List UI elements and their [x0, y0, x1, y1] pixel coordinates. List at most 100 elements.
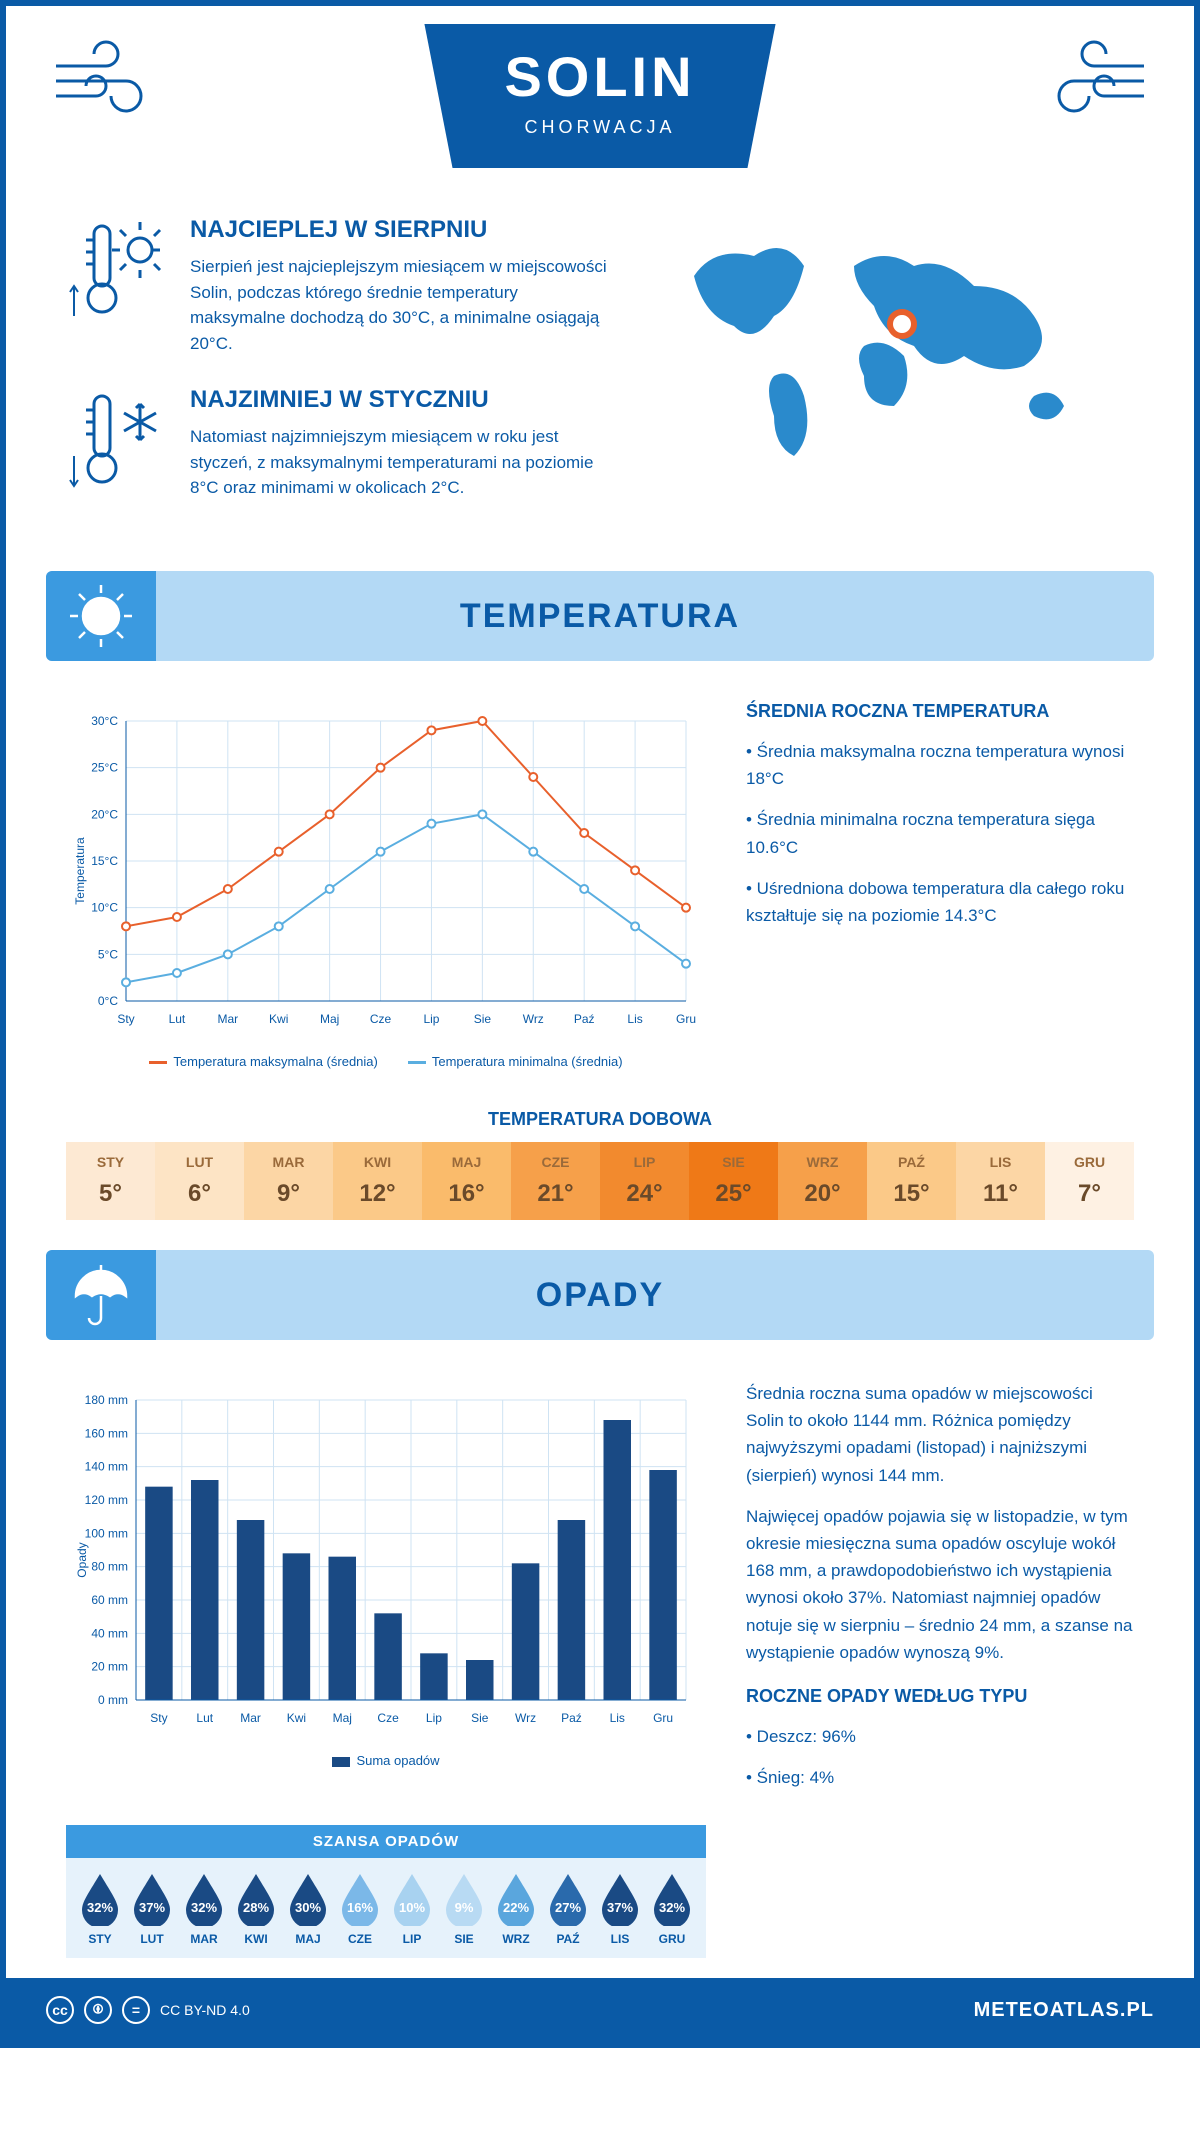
rain-bar-chart: 0 mm20 mm40 mm60 mm80 mm100 mm120 mm140 … [66, 1380, 706, 1805]
svg-text:Mar: Mar [240, 1711, 261, 1725]
svg-text:140 mm: 140 mm [85, 1460, 128, 1474]
svg-text:5°C: 5°C [98, 947, 118, 961]
temp-avg-heading: ŚREDNIA ROCZNA TEMPERATURA [746, 701, 1134, 722]
section-temp-bar: TEMPERATURA [46, 571, 1154, 661]
rain-chance-box: SZANSA OPADÓW 32%STY37%LUT32%MAR28%KWI30… [66, 1825, 706, 1958]
svg-text:Cze: Cze [370, 1012, 392, 1026]
svg-text:Lip: Lip [426, 1711, 442, 1725]
daily-cell: MAR9° [244, 1142, 333, 1220]
svg-text:Paź: Paź [561, 1711, 582, 1725]
world-map [654, 216, 1134, 531]
nd-icon: = [122, 1996, 150, 2024]
chance-cell: 37%LIS [594, 1870, 646, 1946]
section-rain-title: OPADY [536, 1276, 664, 1315]
svg-text:32%: 32% [87, 1900, 113, 1915]
chance-grid: 32%STY37%LUT32%MAR28%KWI30%MAJ16%CZE10%L… [66, 1858, 706, 1958]
svg-text:9%: 9% [455, 1900, 474, 1915]
daily-title: TEMPERATURA DOBOWA [6, 1109, 1194, 1130]
svg-text:10°C: 10°C [91, 901, 118, 915]
chance-cell: 16%CZE [334, 1870, 386, 1946]
site-name: METEOATLAS.PL [974, 1999, 1154, 2022]
fact-warm: NAJCIEPLEJ W SIERPNIU Sierpień jest najc… [66, 216, 614, 356]
svg-text:25°C: 25°C [91, 761, 118, 775]
rain-p2: Najwięcej opadów pojawia się w listopadz… [746, 1503, 1134, 1666]
temp-line-chart: 0°C5°C10°C15°C20°C25°C30°CStyLutMarKwiMa… [66, 701, 706, 1069]
umbrella-icon [46, 1250, 156, 1340]
svg-text:120 mm: 120 mm [85, 1493, 128, 1507]
svg-text:16%: 16% [347, 1900, 373, 1915]
svg-text:Maj: Maj [320, 1012, 339, 1026]
by-icon: 🅯 [84, 1996, 112, 2024]
svg-text:Wrz: Wrz [515, 1711, 536, 1725]
chance-cell: 9%SIE [438, 1870, 490, 1946]
temp-avg-b1: • Średnia maksymalna roczna temperatura … [746, 738, 1134, 792]
svg-text:Cze: Cze [377, 1711, 399, 1725]
city-title: SOLIN [504, 44, 695, 109]
svg-text:37%: 37% [139, 1900, 165, 1915]
svg-text:Gru: Gru [653, 1711, 673, 1725]
svg-text:0°C: 0°C [98, 994, 118, 1008]
chance-cell: 32%STY [74, 1870, 126, 1946]
intro-section: NAJCIEPLEJ W SIERPNIU Sierpień jest najc… [6, 186, 1194, 551]
daily-cell: KWI12° [333, 1142, 422, 1220]
svg-text:80 mm: 80 mm [91, 1560, 128, 1574]
svg-text:20 mm: 20 mm [91, 1660, 128, 1674]
temp-avg-b3: • Uśredniona dobowa temperatura dla całe… [746, 875, 1134, 929]
chance-cell: 32%GRU [646, 1870, 698, 1946]
license: cc 🅯 = CC BY-ND 4.0 [46, 1996, 250, 2024]
temp-legend: Temperatura maksymalna (średnia) Tempera… [66, 1054, 706, 1069]
svg-text:Sty: Sty [150, 1711, 167, 1725]
section-rain-bar: OPADY [46, 1250, 1154, 1340]
section-temp-title: TEMPERATURA [460, 597, 740, 636]
wind-deco-icon [1034, 36, 1154, 121]
daily-cell: GRU7° [1045, 1142, 1134, 1220]
daily-cell: LIP24° [600, 1142, 689, 1220]
svg-text:15°C: 15°C [91, 854, 118, 868]
chance-cell: 32%MAR [178, 1870, 230, 1946]
chance-cell: 22%WRZ [490, 1870, 542, 1946]
svg-text:Lut: Lut [169, 1012, 186, 1026]
svg-text:60 mm: 60 mm [91, 1593, 128, 1607]
footer: cc 🅯 = CC BY-ND 4.0 METEOATLAS.PL [6, 1978, 1194, 2042]
svg-text:100 mm: 100 mm [85, 1526, 128, 1540]
daily-cell: MAJ16° [422, 1142, 511, 1220]
fact-warm-title: NAJCIEPLEJ W SIERPNIU [190, 216, 614, 244]
svg-text:Lut: Lut [196, 1711, 213, 1725]
svg-text:30°C: 30°C [91, 714, 118, 728]
daily-cell: PAŹ15° [867, 1142, 956, 1220]
daily-cell: STY5° [66, 1142, 155, 1220]
temp-side-text: ŚREDNIA ROCZNA TEMPERATURA • Średnia mak… [746, 701, 1134, 1069]
svg-text:Opady: Opady [75, 1542, 89, 1577]
rain-legend: Suma opadów [66, 1753, 706, 1768]
license-text: CC BY-ND 4.0 [160, 2002, 250, 2018]
fact-cold-body: Natomiast najzimniejszym miesiącem w rok… [190, 424, 614, 501]
daily-temp-table: STY5°LUT6°MAR9°KWI12°MAJ16°CZE21°LIP24°S… [66, 1142, 1134, 1220]
chance-cell: 27%PAŹ [542, 1870, 594, 1946]
daily-cell: SIE25° [689, 1142, 778, 1220]
header: SOLIN CHORWACJA [6, 6, 1194, 186]
svg-text:40 mm: 40 mm [91, 1626, 128, 1640]
rain-side-text: Średnia roczna suma opadów w miejscowośc… [746, 1380, 1134, 1805]
daily-cell: LIS11° [956, 1142, 1045, 1220]
svg-text:Sie: Sie [471, 1711, 489, 1725]
svg-text:Temperatura: Temperatura [73, 837, 87, 905]
svg-text:Wrz: Wrz [523, 1012, 544, 1026]
svg-text:20°C: 20°C [91, 807, 118, 821]
svg-text:Gru: Gru [676, 1012, 696, 1026]
rain-type-b1: • Deszcz: 96% [746, 1723, 1134, 1750]
svg-text:Lip: Lip [423, 1012, 439, 1026]
chance-cell: 28%KWI [230, 1870, 282, 1946]
svg-text:160 mm: 160 mm [85, 1426, 128, 1440]
svg-text:Kwi: Kwi [269, 1012, 288, 1026]
cc-icon: cc [46, 1996, 74, 2024]
rain-p1: Średnia roczna suma opadów w miejscowośc… [746, 1380, 1134, 1489]
svg-text:180 mm: 180 mm [85, 1393, 128, 1407]
daily-cell: CZE21° [511, 1142, 600, 1220]
country-subtitle: CHORWACJA [504, 117, 695, 138]
temp-avg-b2: • Średnia minimalna roczna temperatura s… [746, 806, 1134, 860]
svg-text:32%: 32% [659, 1900, 685, 1915]
svg-text:Sty: Sty [117, 1012, 134, 1026]
svg-text:Maj: Maj [333, 1711, 352, 1725]
svg-text:27%: 27% [555, 1900, 581, 1915]
chance-cell: 37%LUT [126, 1870, 178, 1946]
